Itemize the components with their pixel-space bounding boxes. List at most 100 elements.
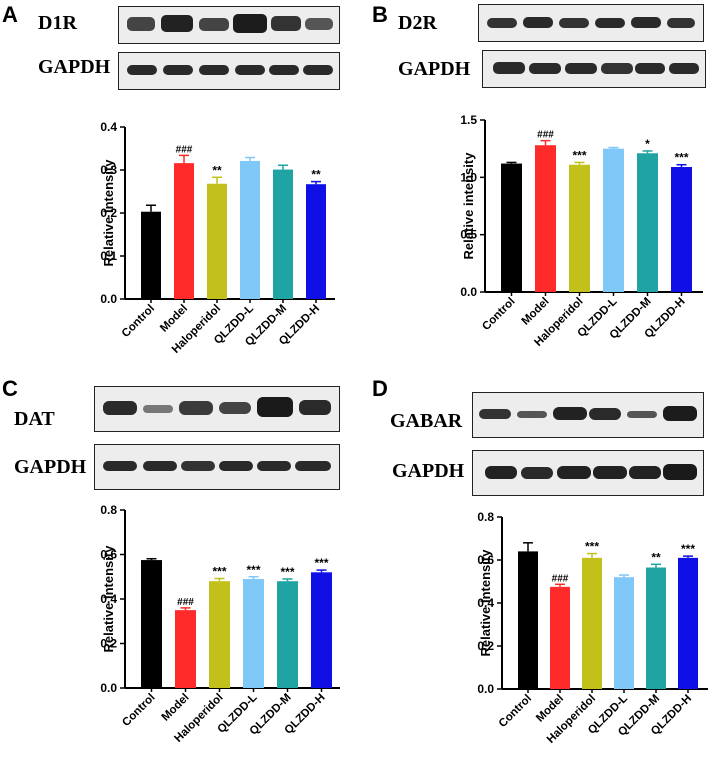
x-tick-label: Model <box>520 296 552 328</box>
panel-letter-d: D <box>372 376 388 401</box>
bar-haloperidol <box>582 557 602 689</box>
y-tick-label: 0.6 <box>477 553 494 567</box>
blot-bands-gapdh-c <box>103 461 331 471</box>
y-axis-label: Relative intensity <box>101 545 116 653</box>
y-tick-label: 0.3 <box>100 163 117 177</box>
significance-label: ** <box>212 163 222 177</box>
x-tick-label: Control <box>120 692 157 729</box>
y-axis-label: Relative intensity <box>101 159 116 267</box>
western-blot-gapdh-c <box>94 444 340 490</box>
bar-chart-d2r: 0.0 0.5 1.0 1.5 Relative intensity Control ###… <box>460 113 703 349</box>
y-tick-label: 0.5 <box>460 228 477 242</box>
significance-label: ### <box>177 597 194 608</box>
bar-control <box>518 551 538 689</box>
bar-control <box>141 560 162 688</box>
bar-qlzdd-h <box>678 557 698 689</box>
blot-bands-gabar <box>479 406 697 421</box>
bar-model <box>535 145 556 292</box>
y-axis-label: Relative intensity <box>461 152 476 260</box>
bar-haloperidol <box>209 581 230 688</box>
western-blot-dat <box>94 386 340 432</box>
bar-model <box>174 163 194 299</box>
protein-label-dat: DAT <box>14 408 55 430</box>
loading-label-a: GAPDH <box>38 56 111 78</box>
western-blot-gabar <box>472 392 704 438</box>
bar-qlzdd-m <box>637 153 658 292</box>
bar-model <box>550 586 570 689</box>
y-tick-label: 0.2 <box>100 206 117 220</box>
x-tick-label: Control <box>120 303 157 340</box>
significance-label: *** <box>572 148 586 162</box>
bar-chart-gabar: 0.0 0.2 0.4 0.6 0.8 Relative intensity Control… <box>477 510 708 746</box>
y-tick-label: 0.4 <box>100 120 117 134</box>
bar-qlzdd-h <box>306 184 326 299</box>
blot-bands-d1r <box>127 14 333 33</box>
blot-bands-d2r <box>487 17 695 28</box>
y-tick-label: 0.0 <box>100 292 117 306</box>
western-blot-d1r <box>118 6 340 44</box>
significance-label: * <box>645 137 650 151</box>
x-tick-label: Model <box>160 692 192 724</box>
bar-chart-d1r: 0.0 0.1 0.2 0.3 0.4 Relative intensity Control… <box>100 120 335 355</box>
bar-qlzdd-m <box>646 567 666 689</box>
significance-label: *** <box>314 556 328 570</box>
significance-label: *** <box>246 563 260 577</box>
panel-letter-a: A <box>2 2 18 27</box>
significance-label: ### <box>537 130 554 141</box>
y-tick-label: 1.0 <box>460 170 477 184</box>
bar-chart-dat: 0.0 0.2 0.4 0.6 0.8 Relative intensity Control… <box>100 503 340 745</box>
y-tick-label: 0.2 <box>477 639 494 653</box>
significance-label: ** <box>311 168 321 182</box>
bar-qlzdd-h <box>671 167 692 292</box>
loading-label-c: GAPDH <box>14 456 87 478</box>
x-tick-label: Control <box>480 296 517 333</box>
x-tick-label: Model <box>158 303 190 335</box>
bar-qlzdd-l <box>240 160 260 299</box>
protein-label-d1r: D1R <box>38 12 77 34</box>
significance-label: *** <box>212 565 226 579</box>
loading-label-b: GAPDH <box>398 58 471 80</box>
panel-letter-b: B <box>372 2 388 27</box>
blot-bands-dat <box>103 397 331 417</box>
significance-label: ### <box>176 144 193 155</box>
y-tick-label: 0.8 <box>477 510 494 524</box>
protein-label-d2r: D2R <box>398 12 437 34</box>
loading-label-d: GAPDH <box>392 460 465 482</box>
bar-model <box>175 610 196 688</box>
y-tick-label: 0.4 <box>100 592 117 606</box>
significance-label: ** <box>651 550 661 564</box>
bar-haloperidol <box>207 183 227 299</box>
significance-label: *** <box>674 151 688 165</box>
y-tick-label: 0.0 <box>477 682 494 696</box>
y-tick-label: 1.5 <box>460 113 477 127</box>
y-tick-label: 0.0 <box>460 285 477 299</box>
blot-bands-gapdh-d <box>485 464 697 480</box>
y-tick-label: 0.2 <box>100 637 117 651</box>
y-tick-label: 0.8 <box>100 503 117 517</box>
y-tick-label: 0.6 <box>100 548 117 562</box>
bar-control <box>141 211 161 299</box>
y-axis-label: Relative intensity <box>478 549 493 657</box>
western-blot-d2r <box>478 4 704 42</box>
blot-bands-gapdh-b <box>493 62 699 74</box>
significance-label: *** <box>585 540 599 554</box>
bar-qlzdd-l <box>243 578 264 688</box>
protein-label-gabar: GABAR <box>390 410 463 432</box>
significance-label: ### <box>552 573 569 584</box>
significance-label: *** <box>681 542 695 556</box>
western-blot-gapdh-a <box>118 52 340 90</box>
western-blot-gapdh-d <box>472 450 704 496</box>
y-tick-label: 0.1 <box>100 249 117 263</box>
y-tick-label: 0.0 <box>100 681 117 695</box>
bar-haloperidol <box>569 164 590 292</box>
x-tick-label: Control <box>497 693 534 730</box>
significance-label: *** <box>280 565 294 579</box>
bar-qlzdd-m <box>273 169 293 299</box>
panel-letter-c: C <box>2 376 18 401</box>
y-tick-label: 0.4 <box>477 596 494 610</box>
western-blot-gapdh-b <box>482 50 706 88</box>
bar-qlzdd-m <box>277 581 298 688</box>
bar-qlzdd-l <box>603 148 624 292</box>
bar-qlzdd-h <box>311 572 332 688</box>
bar-control <box>501 163 522 292</box>
